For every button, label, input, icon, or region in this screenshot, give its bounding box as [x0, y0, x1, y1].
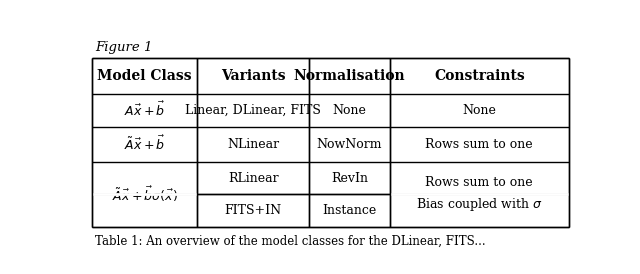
Text: Variants: Variants [221, 69, 285, 83]
Text: Rows sum to one
Bias coupled with $\sigma$: Rows sum to one Bias coupled with $\sigm… [416, 176, 543, 213]
Text: Model Class: Model Class [97, 69, 192, 83]
Text: RevIn: RevIn [331, 172, 368, 184]
Text: NowNorm: NowNorm [317, 138, 382, 151]
Text: FITS+IN: FITS+IN [225, 204, 282, 217]
Text: Rows sum to one: Rows sum to one [426, 138, 533, 151]
Text: Instance: Instance [323, 204, 377, 217]
Text: $\tilde{A}\vec{x} + \vec{b}$: $\tilde{A}\vec{x} + \vec{b}$ [124, 135, 166, 153]
Text: $A\vec{x} + \vec{b}$: $A\vec{x} + \vec{b}$ [124, 101, 166, 119]
Text: None: None [462, 104, 496, 117]
Text: NLinear: NLinear [227, 138, 279, 151]
Text: Figure 1: Figure 1 [95, 41, 152, 54]
Text: $\tilde{A}\vec{x} + \vec{b}\sigma(\vec{x})$: $\tilde{A}\vec{x} + \vec{b}\sigma(\vec{x… [112, 185, 178, 204]
Text: Constraints: Constraints [434, 69, 525, 83]
Text: Table 1: An overview of the model classes for the DLinear, FITS...: Table 1: An overview of the model classe… [95, 234, 486, 247]
Text: None: None [333, 104, 367, 117]
Text: Normalisation: Normalisation [294, 69, 405, 83]
Text: RLinear: RLinear [228, 172, 278, 184]
Text: Linear, DLinear, FITS: Linear, DLinear, FITS [185, 104, 321, 117]
